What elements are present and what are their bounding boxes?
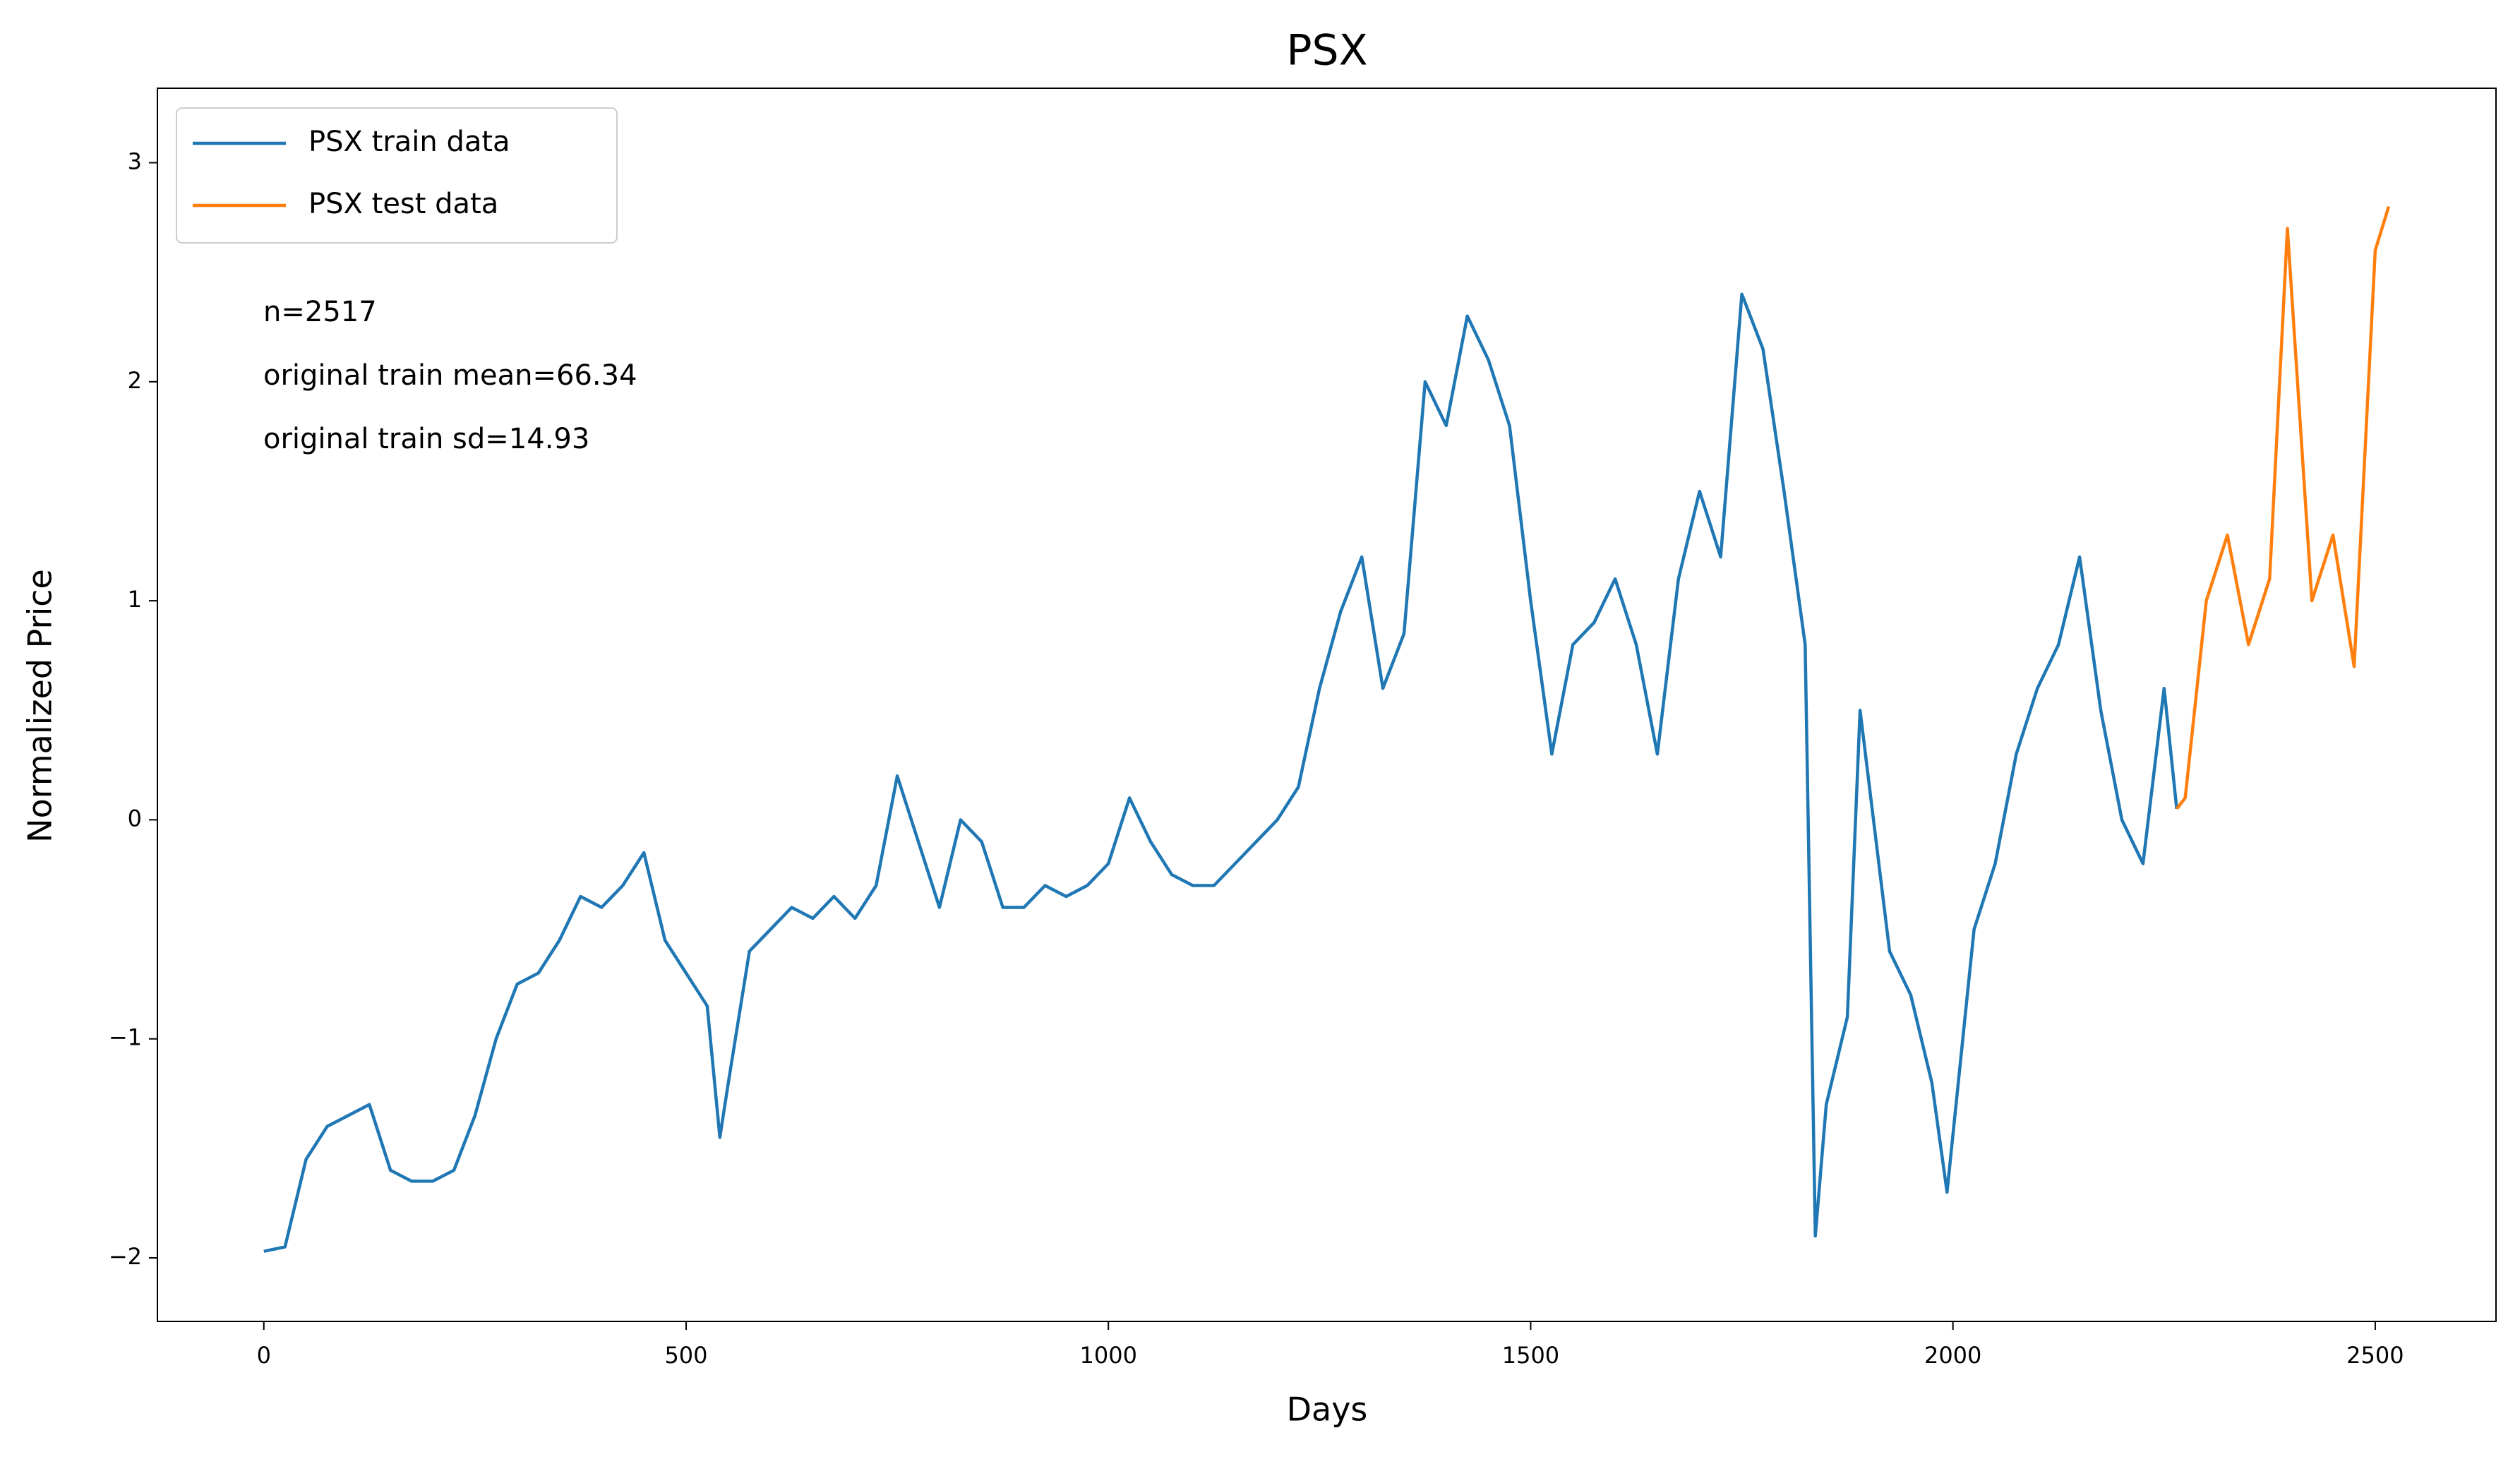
y-tick-label: 0 [128,805,142,832]
x-tick-label: 1000 [1079,1342,1136,1369]
data-line [2175,205,2391,810]
y-tick-label: 2 [128,367,142,394]
plot-frame [157,88,2497,1322]
legend-label: PSX test data [308,188,498,220]
data-line [263,292,2178,1253]
x-tick-label: 2000 [1924,1342,1981,1369]
y-tick-label: −2 [109,1243,142,1270]
x-tick-label: 1500 [1502,1342,1559,1369]
annotation: original train mean=66.34 [263,359,637,392]
annotation: n=2517 [263,296,377,328]
y-tick-label: −1 [109,1024,142,1051]
y-axis-label: Normalized Price [21,569,59,843]
legend-box [176,107,618,244]
y-tick-label: 1 [128,586,142,613]
x-tick-label: 2500 [2346,1342,2404,1369]
x-axis-label: Days [1287,1391,1368,1429]
x-tick-label: 500 [664,1342,707,1369]
chart-title: PSX [1286,26,1367,76]
legend-label: PSX train data [308,126,510,158]
annotation: original train sd=14.93 [263,423,589,455]
y-tick-label: 3 [128,148,142,175]
x-tick-label: 0 [257,1342,271,1369]
